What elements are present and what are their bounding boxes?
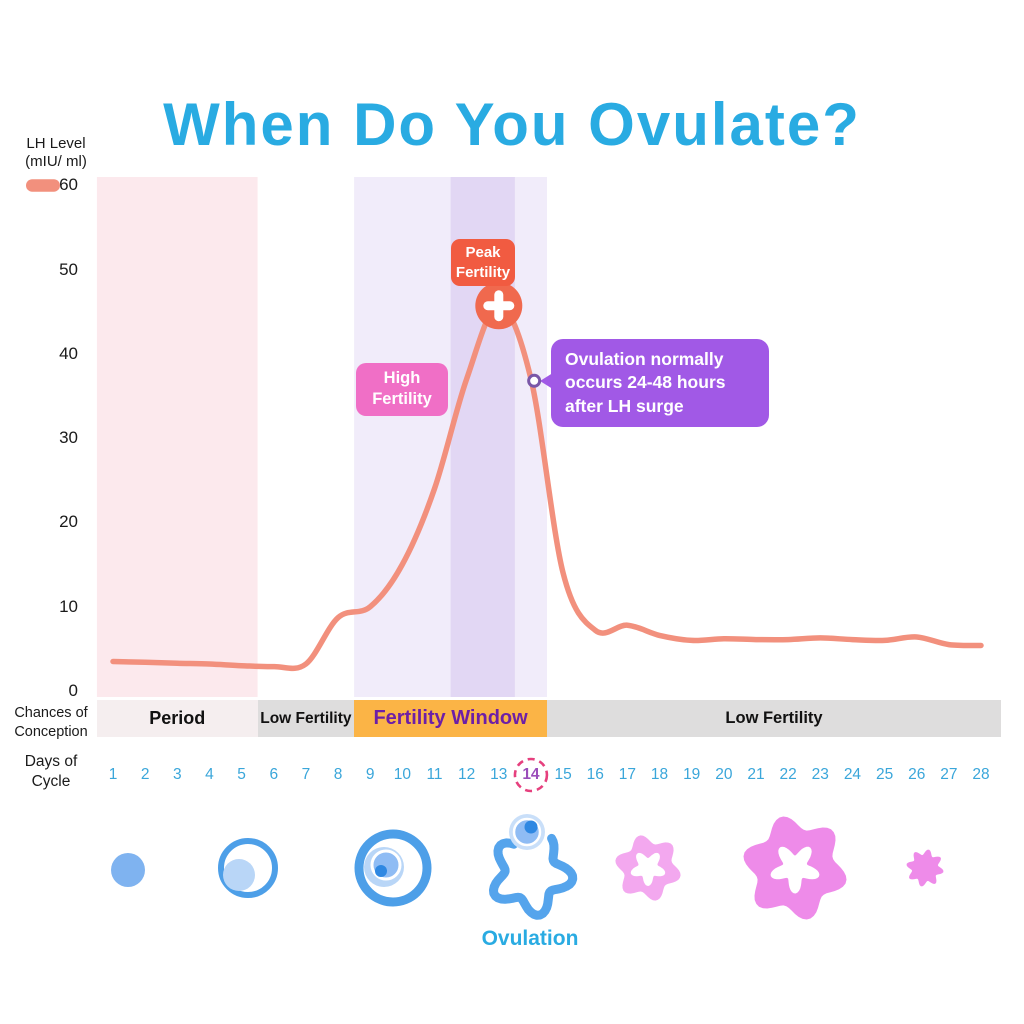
y-axis-label-line2: (mIU/ ml): [25, 153, 87, 170]
cycle-day-14: 14: [522, 766, 540, 783]
peak-fertility-line2: Fertility: [455, 263, 511, 281]
cycle-day-24: 24: [843, 766, 862, 783]
cycle-day-20: 20: [715, 766, 733, 783]
cycle-day-26: 26: [908, 766, 926, 783]
page-title: When Do You Ovulate?: [163, 91, 861, 159]
cycle-day-1: 1: [108, 766, 118, 783]
conception-bar-low: Low Fertility: [257, 700, 355, 737]
y-tick-40: 40: [59, 343, 78, 363]
y-tick-60: 60: [59, 175, 78, 195]
conception-bar-period: Period: [96, 700, 258, 737]
corpus-albicans-icon: [906, 849, 944, 887]
conception-bar-window: Fertility Window: [354, 700, 548, 737]
cycle-day-21: 21: [747, 766, 765, 783]
corpus-luteum-icon: [743, 816, 847, 920]
y-tick-0: 0: [68, 681, 78, 700]
cycle-day-7: 7: [301, 766, 311, 783]
cycle-day-28: 28: [972, 766, 990, 783]
y-axis-label: LH Level (mIU/ ml): [8, 135, 104, 171]
high-fertility-line1: High: [383, 369, 421, 387]
y-tick-50: 50: [59, 259, 78, 279]
y-tick-30: 30: [59, 428, 78, 448]
cycle-day-8: 8: [333, 766, 343, 783]
ruptured-follicle-icon: [489, 833, 578, 920]
cycle-day-17: 17: [618, 766, 637, 783]
ovulation-point-marker: [527, 373, 542, 388]
cycle-day-18: 18: [650, 766, 669, 783]
cycle-day-10: 10: [393, 766, 411, 783]
follicle-stage-1-icon: [111, 853, 145, 887]
y-axis-label-line1: LH Level: [26, 135, 86, 152]
cycle-day-27: 27: [940, 766, 958, 783]
callout-line2: occurs 24-48 hours: [565, 372, 726, 393]
cycle-day-16: 16: [586, 766, 604, 783]
cycle-day-12: 12: [458, 766, 476, 783]
chances-of-conception-label: Chances of Conception: [14, 705, 88, 740]
cycle-day-25: 25: [875, 766, 894, 783]
y-tick-10: 10: [59, 596, 78, 616]
cycle-day-5: 5: [237, 766, 246, 783]
cycle-day-23: 23: [811, 766, 829, 783]
corpus-luteum-early-icon: [615, 835, 681, 901]
ovulation-callout: Ovulation normally occurs 24-48 hours af…: [551, 339, 769, 427]
follicle-stage-2-icon: [218, 838, 278, 898]
cycle-day-9: 9: [365, 766, 375, 783]
high-fertility-line2: Fertility: [372, 390, 432, 409]
cycle-day-15: 15: [554, 766, 572, 783]
callout-line1: Ovulation normally: [565, 349, 724, 369]
day-14-highlight-ring: [513, 757, 549, 793]
cycle-day-3: 3: [172, 766, 182, 783]
cycle-day-11: 11: [426, 766, 443, 783]
ovulation-caption: Ovulation: [481, 927, 579, 950]
released-egg-icon: [509, 814, 545, 850]
lh-legend-swatch: [26, 179, 60, 192]
peak-fertility-line1: Peak: [465, 244, 501, 261]
lh-curve: [110, 302, 984, 672]
peak-fertility-label: Peak Fertility: [451, 239, 515, 286]
days-of-cycle-label: Days of Cycle: [24, 753, 78, 791]
cycle-day-19: 19: [683, 766, 701, 783]
high-fertility-label: High Fertility: [356, 363, 448, 416]
follicle-stage-3-icon: [354, 829, 432, 907]
callout-line3: after LH surge: [565, 395, 684, 416]
y-tick-20: 20: [59, 512, 78, 532]
curve-markers: [475, 282, 542, 388]
peak-plus-icon: [475, 282, 523, 330]
cycle-day-4: 4: [205, 766, 214, 783]
cycle-day-2: 2: [140, 766, 150, 783]
cycle-day-13: 13: [490, 766, 508, 783]
cycle-day-22: 22: [779, 766, 797, 783]
cycle-day-6: 6: [269, 766, 279, 783]
conception-bar-low2: Low Fertility: [547, 700, 1001, 737]
